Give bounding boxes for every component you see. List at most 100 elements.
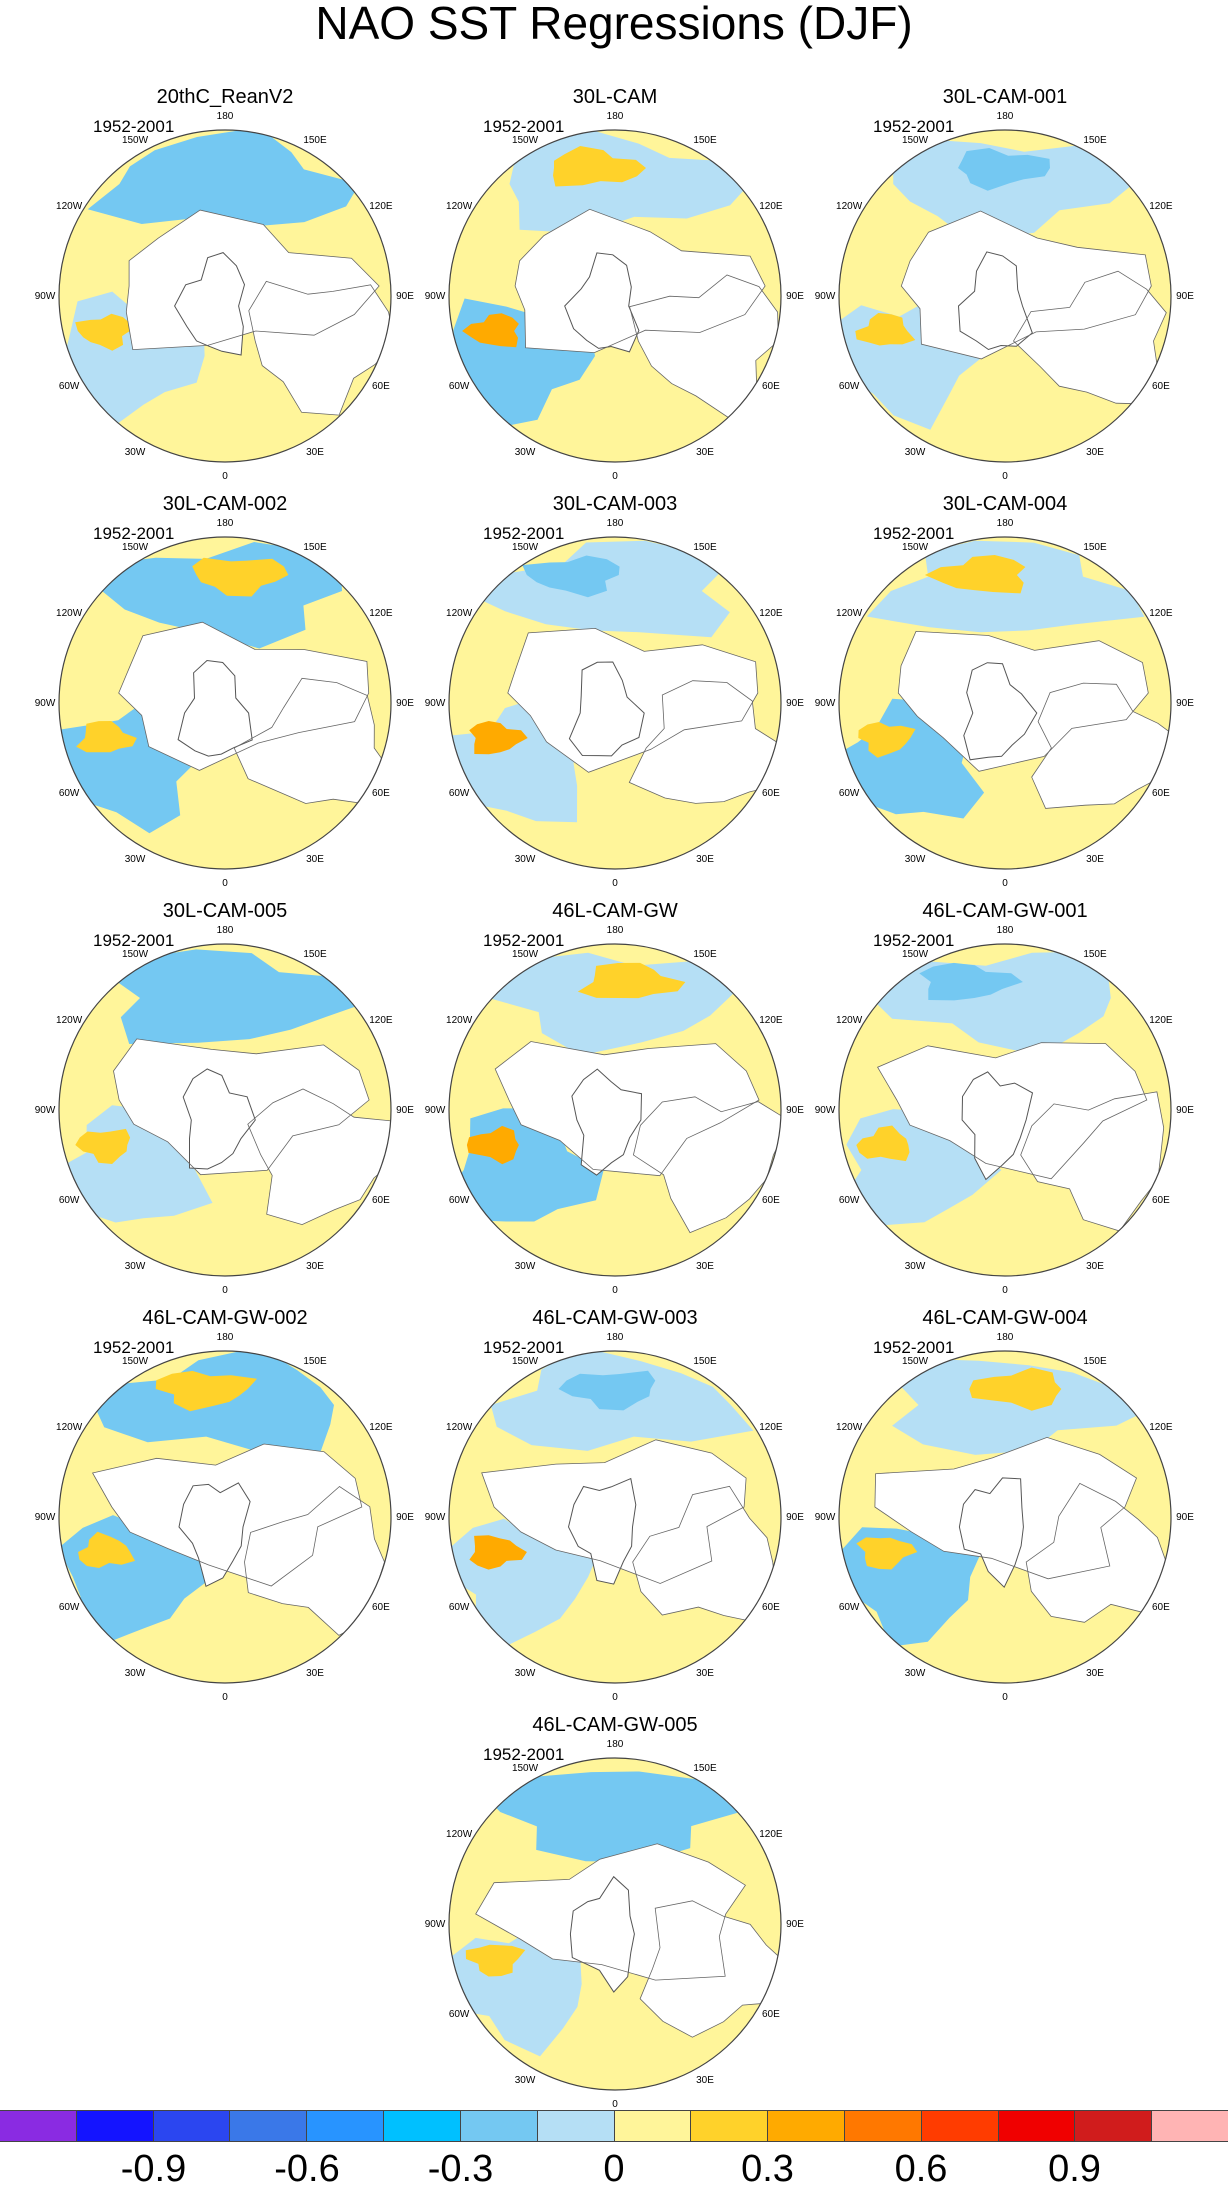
panel-title: 46L-CAM-GW-004 [922, 1307, 1088, 1329]
lon-label: 30E [696, 2075, 714, 2086]
colorbar-box [76, 2111, 154, 2141]
lon-label: 90E [1176, 1105, 1194, 1116]
colorbar-box [307, 2111, 385, 2141]
lon-label: 60E [762, 2009, 780, 2020]
lon-label: 150W [512, 135, 539, 146]
lon-label: 30E [1086, 1668, 1104, 1679]
lon-label: 90E [786, 291, 804, 302]
lon-label: 120E [1149, 1015, 1173, 1026]
panel-period: 1952-2001 [93, 524, 175, 543]
lon-label: 60W [449, 1602, 470, 1613]
lon-label: 60E [1152, 788, 1170, 799]
lon-label: 0 [1002, 1285, 1008, 1296]
lon-label: 90W [425, 1105, 446, 1116]
panel-period: 1952-2001 [873, 117, 955, 136]
map-svg: 180 150E 120E 90E 60E 30E 0 30W 60W 90W 120W 150W [35, 518, 415, 889]
map-panel: 20thC_ReanV2 1952-2001 180 150E 120E 90E 60E 30… [35, 86, 415, 482]
lon-label: 90E [396, 1512, 414, 1523]
lon-label: 120E [759, 1829, 783, 1840]
lon-label: 120E [1149, 201, 1173, 212]
lon-label: 120W [836, 1422, 863, 1433]
lon-label: 90W [425, 1919, 446, 1930]
lon-label: 0 [1002, 1692, 1008, 1703]
lon-label: 30W [515, 447, 536, 458]
lon-label: 30E [306, 854, 324, 865]
panel-title: 46L-CAM-GW-005 [532, 1714, 698, 1736]
lon-label: 150E [303, 1356, 327, 1367]
lon-label: 90W [815, 1512, 836, 1523]
lon-label: 30E [696, 1261, 714, 1272]
map-svg: 180 150E 120E 90E 60E 30E 0 30W 60W 90W 120W 150W [815, 518, 1195, 889]
lon-label: 120W [56, 201, 83, 212]
panel-period: 1952-2001 [483, 524, 565, 543]
lon-label: 30E [306, 1261, 324, 1272]
lon-label: 150W [512, 1356, 539, 1367]
lon-label: 30W [905, 1668, 926, 1679]
lon-label: 90W [815, 698, 836, 709]
lon-label: 150W [902, 1356, 929, 1367]
lon-label: 60W [59, 1195, 80, 1206]
lon-label: 90E [786, 1105, 804, 1116]
lon-label: 90W [815, 291, 836, 302]
lon-label: 30E [696, 447, 714, 458]
lon-label: 90E [396, 1105, 414, 1116]
lon-label: 150E [1083, 542, 1107, 553]
panel-title: 30L-CAM-003 [552, 493, 678, 515]
lon-label: 150W [902, 949, 929, 960]
lon-label: 150W [902, 542, 929, 553]
lon-label: 90W [425, 1512, 446, 1523]
panel-period: 1952-2001 [483, 1338, 565, 1357]
lon-label: 30W [515, 1668, 536, 1679]
lon-label: 90W [35, 1512, 56, 1523]
map-svg: 180 150E 120E 90E 60E 30E 0 30W 60W 90W 120W 150W [815, 925, 1195, 1296]
colorbar: -0.9 -0.6 -0.3 0 0.3 0.6 0.9 [0, 2110, 1228, 2190]
colorbar-box [537, 2111, 615, 2141]
lon-label: 60E [1152, 1195, 1170, 1206]
lon-label: 180 [217, 925, 234, 936]
map-panel: 30L-CAM-004 1952-2001 180 150E 120E 90E 60E 30E… [815, 493, 1195, 889]
lon-label: 120E [759, 1422, 783, 1433]
panel-period: 1952-2001 [483, 931, 565, 950]
lon-label: 30W [905, 854, 926, 865]
map-panel: 30L-CAM-003 1952-2001 180 150E 120E 90E 60E 30E… [425, 493, 805, 889]
lon-label: 30E [1086, 1261, 1104, 1272]
lon-label: 60E [762, 788, 780, 799]
map-svg: 180 150E 120E 90E 60E 30E 0 30W 60W 90W 120W 150W [815, 111, 1195, 482]
colorbar-tick-label: -0.9 [120, 2148, 187, 2190]
lon-label: 120W [446, 201, 473, 212]
lon-label: 90W [35, 698, 56, 709]
lon-label: 150E [1083, 949, 1107, 960]
lon-label: 90E [1176, 698, 1194, 709]
lon-label: 90W [35, 291, 56, 302]
lon-label: 120E [1149, 1422, 1173, 1433]
lon-label: 90W [35, 1105, 56, 1116]
lon-label: 60W [839, 1602, 860, 1613]
colorbar-box [230, 2111, 308, 2141]
lon-label: 150W [122, 135, 149, 146]
lon-label: 30E [696, 854, 714, 865]
lon-label: 120E [369, 1422, 393, 1433]
lon-label: 150W [512, 542, 539, 553]
panel-period: 1952-2001 [873, 1338, 955, 1357]
lon-label: 30W [125, 1668, 146, 1679]
map-svg: 180 150E 120E 90E 60E 30E 0 30W 60W 90W 120W 150W [35, 1332, 415, 1703]
lon-label: 180 [997, 1332, 1014, 1343]
lon-label: 120W [446, 1829, 473, 1840]
lon-label: 30W [515, 854, 536, 865]
lon-label: 120W [56, 608, 83, 619]
lon-label: 90E [396, 698, 414, 709]
lon-label: 0 [222, 471, 228, 482]
lon-label: 180 [217, 518, 234, 529]
lon-label: 60E [762, 1195, 780, 1206]
lon-label: 120E [759, 1015, 783, 1026]
lon-label: 120W [56, 1015, 83, 1026]
panel-title: 30L-CAM-002 [162, 493, 288, 515]
colorbar-box [1075, 2111, 1153, 2141]
map-panel: 30L-CAM-005 1952-2001 180 150E 120E 90E 60E 30E… [35, 900, 415, 1296]
lon-label: 0 [222, 1692, 228, 1703]
lon-label: 0 [612, 471, 618, 482]
panel-period: 1952-2001 [483, 1745, 565, 1764]
lon-label: 0 [222, 1285, 228, 1296]
lon-label: 0 [612, 878, 618, 889]
